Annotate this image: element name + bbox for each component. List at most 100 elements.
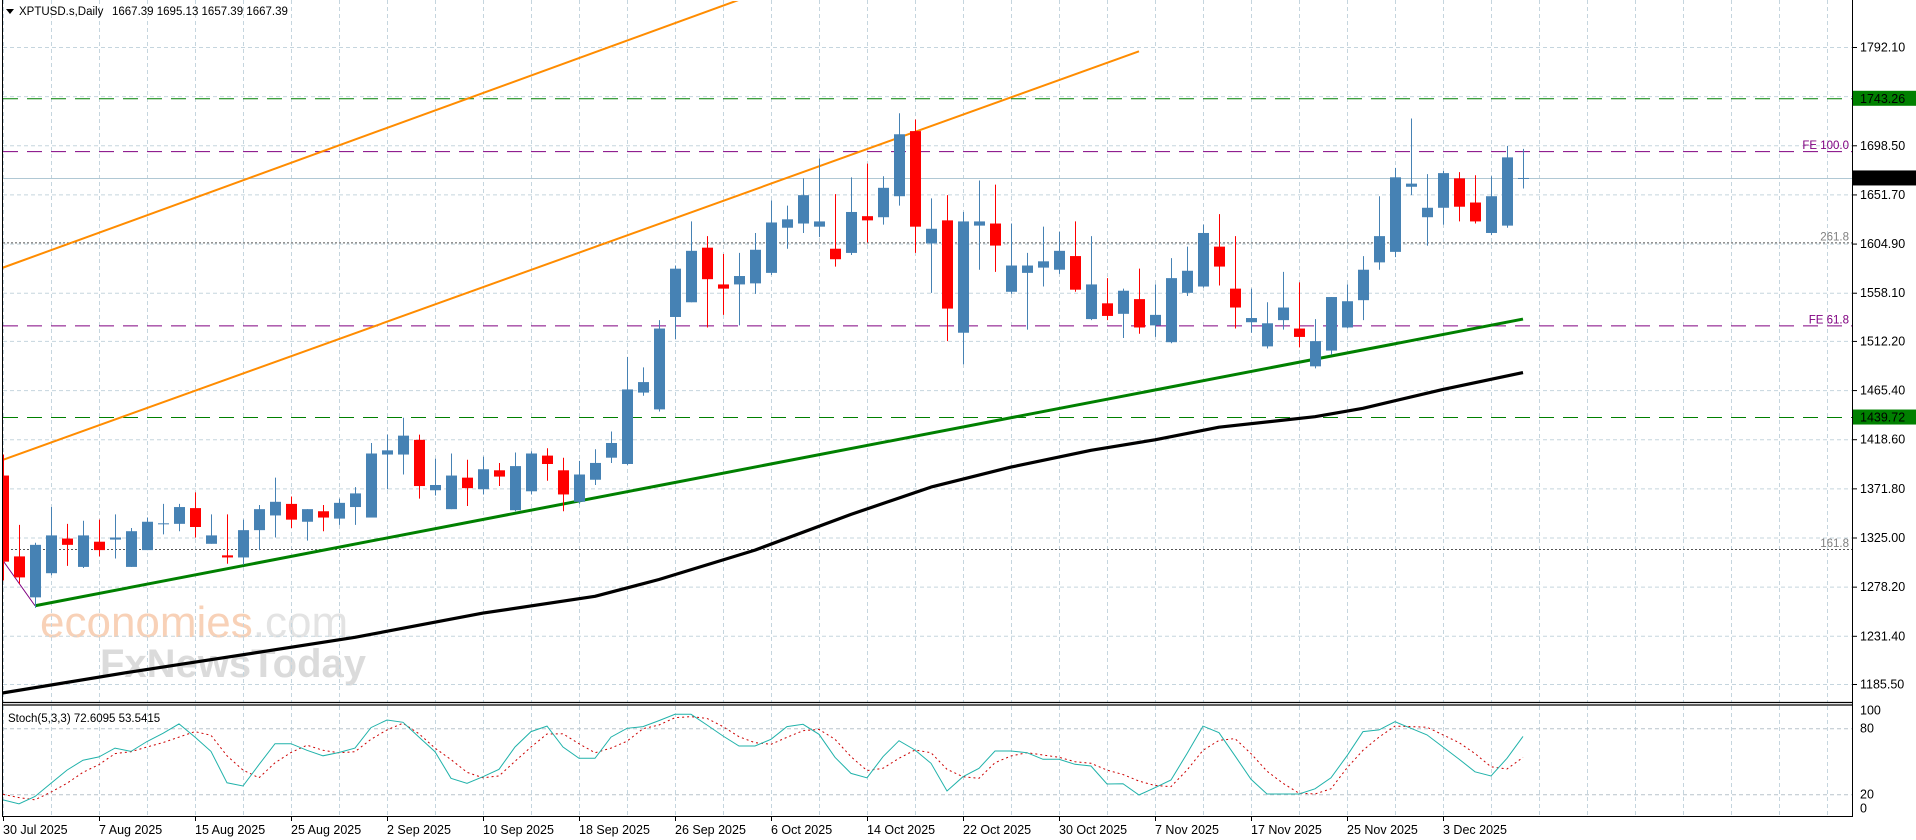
- bearish-candle[interactable]: [1470, 175, 1481, 224]
- bullish-candle[interactable]: [686, 221, 697, 303]
- bullish-candle[interactable]: [142, 517, 153, 551]
- bearish-candle[interactable]: [542, 448, 553, 481]
- bearish-candle[interactable]: [318, 504, 329, 532]
- bearish-candle[interactable]: [0, 454, 9, 581]
- bullish-candle[interactable]: [110, 514, 121, 559]
- bullish-candle[interactable]: [1422, 174, 1433, 246]
- bullish-candle[interactable]: [206, 514, 217, 544]
- bullish-candle[interactable]: [1150, 284, 1161, 337]
- bullish-candle[interactable]: [1182, 246, 1193, 296]
- bullish-candle[interactable]: [382, 434, 393, 490]
- bearish-candle[interactable]: [494, 462, 505, 487]
- bullish-candle[interactable]: [590, 449, 601, 485]
- bearish-candle[interactable]: [862, 163, 873, 243]
- bearish-candle[interactable]: [942, 195, 953, 342]
- bullish-candle[interactable]: [638, 367, 649, 396]
- bearish-candle[interactable]: [1294, 282, 1305, 348]
- bullish-candle[interactable]: [750, 232, 761, 294]
- bullish-candle[interactable]: [1262, 302, 1273, 349]
- bearish-candle[interactable]: [718, 253, 729, 315]
- bullish-candle[interactable]: [1246, 288, 1257, 333]
- bullish-candle[interactable]: [814, 158, 825, 238]
- bearish-candle[interactable]: [94, 519, 105, 557]
- trendline-channel-upper[interactable]: [0, 0, 739, 269]
- bearish-candle[interactable]: [1454, 172, 1465, 222]
- bullish-candle[interactable]: [478, 456, 489, 495]
- bullish-candle[interactable]: [766, 200, 777, 275]
- bullish-candle[interactable]: [1310, 319, 1321, 369]
- bearish-candle[interactable]: [1230, 236, 1241, 329]
- bullish-candle[interactable]: [1198, 224, 1209, 288]
- bullish-candle[interactable]: [574, 460, 585, 504]
- bullish-candle[interactable]: [878, 176, 889, 225]
- bullish-candle[interactable]: [366, 442, 377, 518]
- bearish-candle[interactable]: [222, 514, 233, 564]
- bullish-candle[interactable]: [1502, 145, 1513, 228]
- bullish-candle[interactable]: [158, 503, 169, 535]
- bullish-candle[interactable]: [46, 507, 57, 576]
- bearish-candle[interactable]: [414, 434, 425, 499]
- bullish-candle[interactable]: [1374, 196, 1385, 270]
- bullish-candle[interactable]: [1166, 258, 1177, 344]
- bearish-candle[interactable]: [462, 459, 473, 506]
- bullish-candle[interactable]: [510, 452, 521, 512]
- bearish-candle[interactable]: [190, 492, 201, 538]
- bullish-candle[interactable]: [1518, 148, 1529, 189]
- bullish-candle[interactable]: [1326, 297, 1337, 355]
- bullish-candle[interactable]: [1038, 226, 1049, 287]
- bullish-candle[interactable]: [1086, 236, 1097, 321]
- bullish-candle[interactable]: [846, 177, 857, 256]
- bullish-candle[interactable]: [654, 320, 665, 412]
- bullish-candle[interactable]: [430, 458, 441, 496]
- bullish-candle[interactable]: [174, 503, 185, 532]
- bullish-candle[interactable]: [1438, 171, 1449, 225]
- bullish-candle[interactable]: [958, 211, 969, 365]
- bullish-candle[interactable]: [254, 504, 265, 551]
- bearish-candle[interactable]: [910, 119, 921, 253]
- bearish-candle[interactable]: [1070, 221, 1081, 292]
- bullish-candle[interactable]: [446, 453, 457, 510]
- bullish-candle[interactable]: [1278, 271, 1289, 330]
- bullish-candle[interactable]: [302, 509, 313, 541]
- bullish-candle[interactable]: [238, 519, 249, 565]
- bullish-candle[interactable]: [734, 252, 745, 326]
- bullish-candle[interactable]: [606, 431, 617, 463]
- bullish-candle[interactable]: [894, 113, 905, 206]
- bullish-candle[interactable]: [974, 180, 985, 270]
- bullish-candle[interactable]: [1390, 167, 1401, 258]
- bullish-candle[interactable]: [1486, 176, 1497, 236]
- bullish-candle[interactable]: [1006, 223, 1017, 294]
- bullish-candle[interactable]: [622, 356, 633, 466]
- bearish-candle[interactable]: [830, 194, 841, 267]
- bullish-candle[interactable]: [1022, 252, 1033, 330]
- bearish-candle[interactable]: [558, 457, 569, 512]
- trendline-support[interactable]: [34, 317, 1524, 608]
- collapse-triangle-icon[interactable]: [6, 9, 14, 14]
- bullish-candle[interactable]: [798, 178, 809, 233]
- bullish-candle[interactable]: [1406, 118, 1417, 196]
- bearish-candle[interactable]: [1102, 278, 1113, 321]
- bullish-candle[interactable]: [926, 198, 937, 293]
- bearish-candle[interactable]: [14, 524, 25, 584]
- bearish-candle[interactable]: [1214, 214, 1225, 286]
- bullish-candle[interactable]: [1342, 284, 1353, 329]
- bullish-candle[interactable]: [1118, 288, 1129, 338]
- bullish-candle[interactable]: [782, 205, 793, 249]
- bearish-candle[interactable]: [990, 184, 1001, 272]
- bullish-candle[interactable]: [126, 528, 137, 567]
- bearish-candle[interactable]: [702, 236, 713, 328]
- bullish-candle[interactable]: [78, 520, 89, 568]
- trendline-channel-lower[interactable]: [0, 50, 1140, 461]
- bullish-candle[interactable]: [670, 265, 681, 340]
- bullish-candle[interactable]: [1358, 256, 1369, 321]
- bullish-candle[interactable]: [398, 417, 409, 475]
- bearish-candle[interactable]: [286, 496, 297, 529]
- bearish-candle[interactable]: [1134, 268, 1145, 334]
- bullish-candle[interactable]: [270, 477, 281, 538]
- bullish-candle[interactable]: [30, 542, 41, 608]
- bullish-candle[interactable]: [334, 498, 345, 525]
- bearish-candle[interactable]: [62, 523, 73, 566]
- bullish-candle[interactable]: [350, 487, 361, 525]
- bullish-candle[interactable]: [1054, 231, 1065, 274]
